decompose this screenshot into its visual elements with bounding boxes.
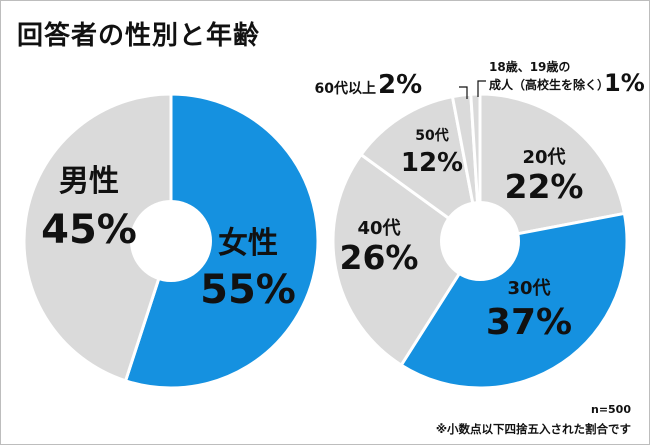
slice-label-50s: 50代 [415, 127, 448, 144]
donut-hole [440, 201, 520, 281]
slice-value-60-plus: 2% [378, 70, 422, 100]
slice-label-60-plus: 60代以上 [315, 80, 376, 97]
slice-label-18-19-adult-line1: 18歳、19歳の [489, 59, 570, 74]
slice-value-30s: 37% [486, 302, 572, 343]
slice-value-male: 45% [41, 207, 137, 253]
slice-label-male: 男性 [59, 164, 119, 199]
slice-value-50s: 12% [401, 148, 463, 178]
slice-value-40s: 26% [340, 238, 419, 277]
pie-slice-40s [331, 153, 482, 367]
slice-value-20s: 22% [505, 167, 584, 206]
slice-label-20s: 20代 [522, 147, 565, 168]
slice-value-female: 55% [200, 267, 296, 313]
slice-label-female: 女性 [218, 226, 278, 261]
leader-line-60-plus [459, 86, 468, 99]
pie-slice-female [124, 92, 320, 390]
pie-slice-male [22, 92, 173, 383]
pie-slice-20s [478, 92, 626, 243]
slice-label-18-19-adult-line2: 成人（高校生を除く） [489, 77, 609, 92]
pie-slice-50s [359, 95, 482, 243]
pie-slice-30s [399, 211, 629, 390]
sample-size-note: n=500 [590, 403, 631, 416]
donut-hole [130, 200, 212, 282]
gender-donut-chart: 女性 55% 男性 45% [22, 92, 320, 390]
slice-label-30s: 30代 [507, 278, 550, 299]
leader-line-18-19-adult [477, 80, 486, 97]
slice-label-40s: 40代 [357, 218, 400, 239]
slice-value-18-19-adult: 1% [604, 69, 645, 97]
rounding-note: ※小数点以下四捨五入された割合です [435, 422, 631, 436]
page-title: 回答者の性別と年齢 [17, 21, 261, 51]
